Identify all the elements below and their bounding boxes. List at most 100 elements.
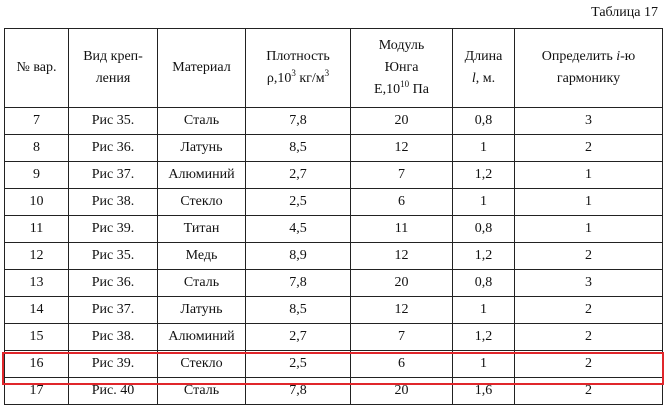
- header-text: Плотность: [266, 49, 330, 64]
- header-cell: Материал: [157, 28, 246, 108]
- table-cell: 0,8: [452, 215, 515, 243]
- table-cell: 13: [4, 269, 69, 297]
- table-cell: 2: [514, 296, 663, 324]
- table-row: 13 Рис 36. Сталь 7,8 20 0,8 3: [4, 269, 663, 297]
- header-text: гармонику: [556, 71, 621, 86]
- table-cell: 20: [350, 107, 453, 135]
- table-cell: 1,6: [452, 377, 515, 405]
- header-line: ления: [69, 68, 157, 90]
- table-cell: 1: [514, 188, 663, 216]
- table-cell: Медь: [157, 242, 246, 270]
- header-text: , м.: [475, 71, 496, 86]
- table-cell: Латунь: [157, 296, 246, 324]
- table-cell: Стекло: [157, 188, 246, 216]
- table-cell: Рис 38.: [68, 188, 158, 216]
- table-cell: 2: [514, 377, 663, 405]
- table-cell: Рис 35.: [68, 107, 158, 135]
- table-cell: 8,5: [245, 134, 351, 162]
- table-cell: 10: [4, 188, 69, 216]
- header-text: № вар.: [16, 60, 57, 75]
- table-cell: 7,8: [245, 107, 351, 135]
- header-cell: Вид креп-ления: [68, 28, 158, 108]
- table-cell: 2: [514, 134, 663, 162]
- header-text: Вид креп-: [83, 49, 143, 64]
- table-row: 16 Рис 39. Стекло 2,5 6 1 2: [4, 350, 663, 378]
- header-text: 10: [400, 79, 410, 89]
- table-cell: 6: [350, 188, 453, 216]
- table-row: 7 Рис 35. Сталь 7,8 20 0,8 3: [4, 107, 663, 135]
- table-cell: 8: [4, 134, 69, 162]
- table-cell: 17: [4, 377, 69, 405]
- header-line: ρ,103 кг/м3: [246, 68, 350, 90]
- table-cell: 2,7: [245, 323, 351, 351]
- header-line: Юнга: [351, 57, 452, 79]
- table-cell: 20: [350, 269, 453, 297]
- header-cell: № вар.: [4, 28, 69, 108]
- header-cell: Длина l, м.: [452, 28, 515, 108]
- table-cell: 7,8: [245, 377, 351, 405]
- header-line: E,1010 Па: [351, 79, 452, 101]
- table-cell: 15: [4, 323, 69, 351]
- table-cell: 8,5: [245, 296, 351, 324]
- table-cell: Титан: [157, 215, 246, 243]
- table-cell: Сталь: [157, 377, 246, 405]
- table-cell: 20: [350, 377, 453, 405]
- table-cell: 1: [452, 296, 515, 324]
- table-cell: 12: [350, 242, 453, 270]
- table-cell: Рис 39.: [68, 215, 158, 243]
- table-cell: 14: [4, 296, 69, 324]
- table-cell: 2: [514, 323, 663, 351]
- table-cell: 0,8: [452, 269, 515, 297]
- table-row: 11 Рис 39. Титан 4,5 11 0,8 1: [4, 215, 663, 243]
- table-cell: Рис 35.: [68, 242, 158, 270]
- header-text: -ю: [620, 49, 636, 64]
- table-row: 8 Рис 36. Латунь 8,5 12 1 2: [4, 134, 663, 162]
- table-cell: 1,2: [452, 242, 515, 270]
- header-text: Длина: [464, 49, 503, 64]
- table-cell: 7: [4, 107, 69, 135]
- table-row: 12 Рис 35. Медь 8,9 12 1,2 2: [4, 242, 663, 270]
- header-text: Юнга: [384, 60, 419, 75]
- header-line: № вар.: [5, 57, 68, 79]
- header-text: Определить: [541, 49, 617, 64]
- table-cell: 1: [452, 188, 515, 216]
- table-cell: 2,7: [245, 161, 351, 189]
- table-cell: 6: [350, 350, 453, 378]
- table-cell: 7,8: [245, 269, 351, 297]
- table-cell: Рис 38.: [68, 323, 158, 351]
- table-cell: 3: [514, 107, 663, 135]
- table-cell: 12: [350, 134, 453, 162]
- table-cell: Рис 36.: [68, 269, 158, 297]
- table-cell: Рис 37.: [68, 161, 158, 189]
- header-text: ления: [95, 71, 131, 86]
- table-row: 10 Рис 38. Стекло 2,5 6 1 1: [4, 188, 663, 216]
- table-cell: Сталь: [157, 107, 246, 135]
- table-cell: Латунь: [157, 134, 246, 162]
- table-cell: 2,5: [245, 188, 351, 216]
- table-cell: 1: [452, 134, 515, 162]
- table-cell: 12: [350, 296, 453, 324]
- table-caption: Таблица 17: [591, 5, 658, 20]
- table-row: 17 Рис. 40 Сталь 7,8 20 1,6 2: [4, 377, 663, 405]
- header-line: Модуль: [351, 35, 452, 57]
- table-cell: 1: [514, 161, 663, 189]
- table-cell: Сталь: [157, 269, 246, 297]
- header-line: Определить i-ю: [515, 46, 662, 68]
- header-cell: Определить i-ю гармонику: [514, 28, 663, 108]
- header-line: Вид креп-: [69, 46, 157, 68]
- header-text: 3: [291, 68, 296, 78]
- table-cell: 1,2: [452, 161, 515, 189]
- highlight-box: [2, 352, 664, 385]
- header-line: Материал: [158, 57, 245, 79]
- table-row: 14 Рис 37. Латунь 8,5 12 1 2: [4, 296, 663, 324]
- table-cell: 1: [452, 350, 515, 378]
- table-cell: 1,2: [452, 323, 515, 351]
- table-cell: Алюминий: [157, 161, 246, 189]
- table-row: 15 Рис 38. Алюминий 2,7 7 1,2 2: [4, 323, 663, 351]
- header-cell: Плотность ρ,103 кг/м3: [245, 28, 351, 108]
- header-text: Модуль: [378, 38, 425, 53]
- table-cell: 7: [350, 323, 453, 351]
- table-body: 7 Рис 35. Сталь 7,8 20 0,8 3 8 Рис 36. Латунь 8,5 1…: [4, 107, 663, 405]
- table-cell: Рис. 40: [68, 377, 158, 405]
